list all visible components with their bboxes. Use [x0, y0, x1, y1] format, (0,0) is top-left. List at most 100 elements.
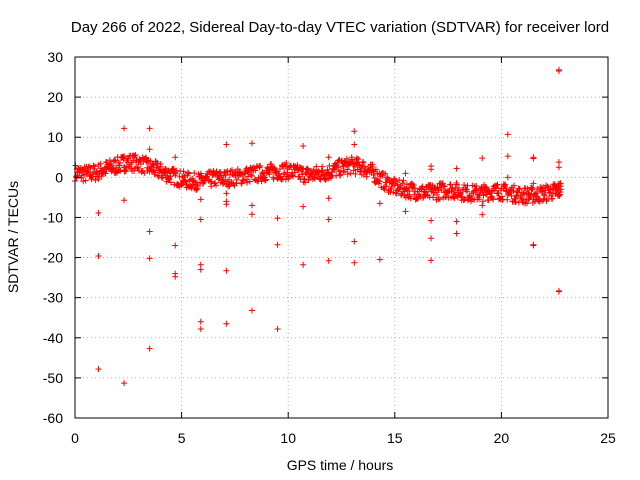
- trend-point: [131, 153, 138, 160]
- trend-point: [508, 192, 515, 199]
- trend-point: [488, 193, 495, 200]
- trend-point: [195, 182, 202, 189]
- trend-point: [510, 182, 517, 189]
- trend-point: [305, 177, 312, 184]
- trend-point: [150, 161, 157, 168]
- outlier-point: [504, 131, 511, 138]
- y-tick-label: -30: [43, 290, 63, 306]
- outlier-point: [95, 252, 102, 259]
- outlier-point: [223, 190, 230, 197]
- outlier-point: [146, 255, 153, 262]
- trend-point: [243, 176, 250, 183]
- outlier-point: [146, 345, 153, 352]
- outlier-point: [351, 259, 358, 266]
- trend-point: [167, 179, 174, 186]
- outlier-point: [530, 242, 537, 249]
- trend-point: [532, 190, 539, 197]
- y-tick-label: 10: [47, 129, 63, 145]
- y-tick-label: 30: [47, 49, 63, 65]
- trend-point: [141, 170, 148, 177]
- grid-lines: [75, 57, 608, 418]
- trend-point: [350, 167, 357, 174]
- outlier-point: [274, 241, 281, 248]
- trend-point: [388, 184, 395, 191]
- outlier-point: [530, 180, 537, 187]
- trend-point: [407, 195, 414, 202]
- trend-point: [527, 193, 534, 200]
- trend-point: [355, 156, 362, 163]
- trend-point: [393, 178, 400, 185]
- outlier-point: [121, 197, 128, 204]
- outlier-point: [479, 211, 486, 218]
- trend-point: [519, 195, 526, 202]
- trend-point: [335, 164, 342, 171]
- trend-point: [549, 189, 556, 196]
- outlier-point: [428, 217, 435, 224]
- outlier-point: [197, 266, 204, 273]
- outlier-point: [555, 164, 562, 171]
- trend-point: [340, 168, 347, 175]
- trend-point: [291, 169, 298, 176]
- trend-point: [167, 173, 174, 180]
- trend-point: [396, 177, 403, 184]
- outlier-point: [146, 125, 153, 132]
- trend-point: [247, 171, 254, 178]
- trend-point: [360, 158, 367, 165]
- outlier-point: [223, 141, 230, 148]
- trend-point: [234, 166, 241, 173]
- outlier-point: [197, 325, 204, 332]
- trend-point: [344, 171, 351, 178]
- trend-point: [213, 182, 220, 189]
- trend-point: [302, 179, 309, 186]
- trend-point: [455, 184, 462, 191]
- trend-point: [279, 175, 286, 182]
- trend-point: [512, 198, 519, 205]
- outlier-point: [172, 273, 179, 280]
- outlier-point: [248, 140, 255, 147]
- x-tick-label: 15: [387, 430, 403, 446]
- x-tick-label: 25: [600, 430, 616, 446]
- outlier-point: [402, 170, 409, 177]
- trend-point: [246, 178, 253, 185]
- trend-point: [438, 186, 445, 193]
- trend-point: [244, 179, 251, 186]
- outlier-point: [223, 201, 230, 208]
- outlier-point: [325, 154, 332, 161]
- trend-point: [540, 196, 547, 203]
- trend-point: [227, 168, 234, 175]
- x-tick-label: 5: [178, 430, 186, 446]
- trend-point: [276, 165, 283, 172]
- trend-point: [238, 180, 245, 187]
- data-series: [72, 66, 565, 387]
- trend-point: [482, 190, 489, 197]
- trend-point: [483, 184, 490, 191]
- outlier-point: [428, 235, 435, 242]
- y-axis-label: SDTVAR / TECUs: [5, 181, 21, 293]
- outlier-point: [248, 211, 255, 218]
- trend-point: [166, 176, 173, 183]
- trend-point: [185, 170, 192, 177]
- outlier-point: [351, 128, 358, 135]
- outlier-point: [300, 261, 307, 268]
- trend-point: [524, 200, 531, 207]
- trend-point: [157, 160, 164, 167]
- trend-point: [193, 186, 200, 193]
- y-tick-label: -20: [43, 250, 63, 266]
- trend-point: [90, 162, 97, 169]
- trend-point: [191, 170, 198, 177]
- x-tick-label: 0: [71, 430, 79, 446]
- outlier-point: [504, 153, 511, 160]
- trend-point: [112, 157, 119, 164]
- outlier-point: [504, 174, 511, 181]
- outlier-point: [530, 155, 537, 162]
- outlier-point: [325, 216, 332, 223]
- trend-point: [223, 168, 230, 175]
- trend-point: [151, 169, 158, 176]
- outlier-point: [376, 200, 383, 207]
- outlier-point: [402, 208, 409, 215]
- trend-point: [490, 196, 497, 203]
- outlier-point: [479, 155, 486, 162]
- trend-point: [178, 181, 185, 188]
- trend-point: [556, 192, 563, 199]
